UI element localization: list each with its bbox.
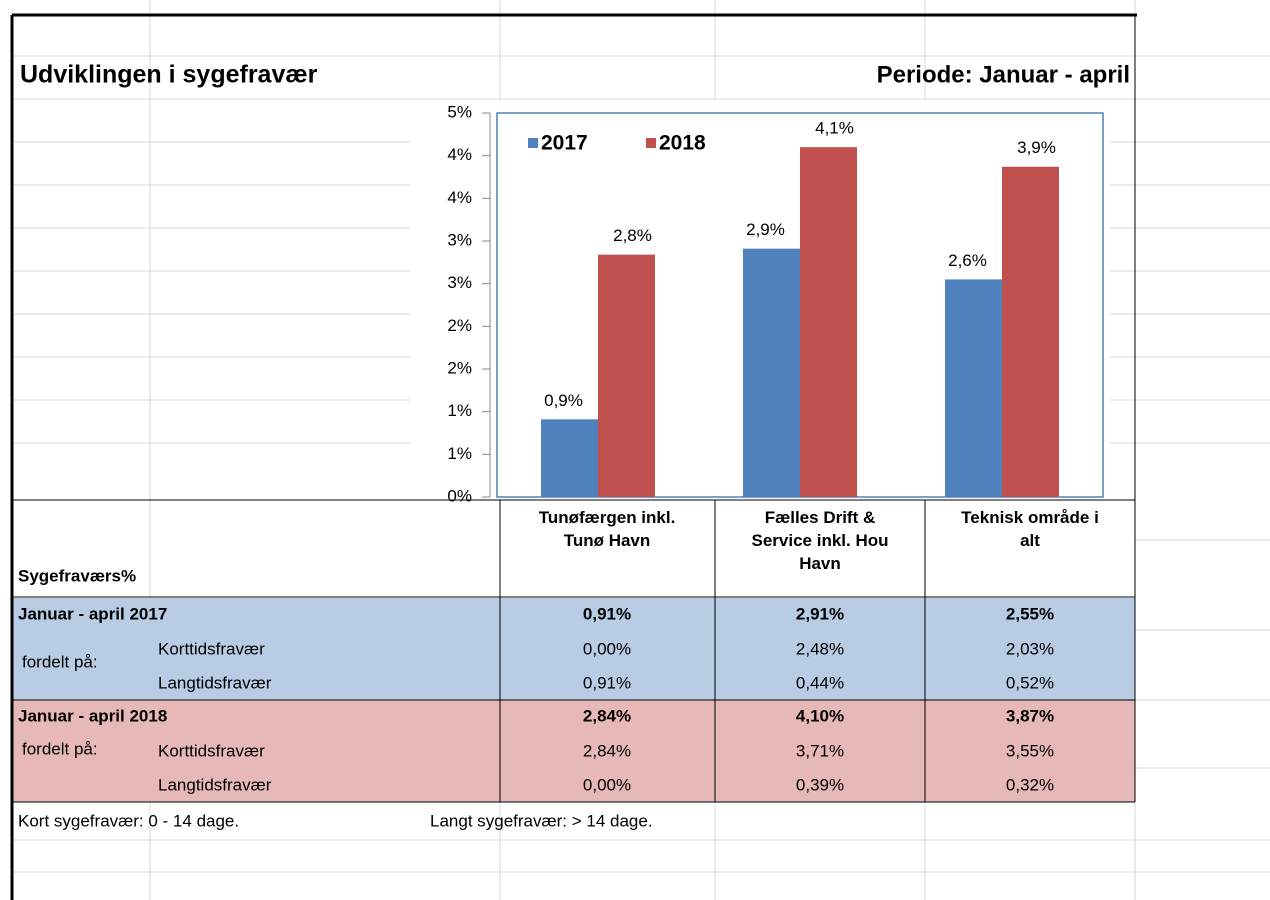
cell-value: 0,52%	[1006, 673, 1054, 692]
cell-value: 0,32%	[1006, 775, 1054, 794]
group-label: Januar - april 2018	[18, 706, 167, 725]
split-label: fordelt på:	[22, 652, 98, 671]
y-tick-label: 1%	[447, 444, 472, 463]
y-tick-label: 4%	[447, 145, 472, 164]
bar	[800, 147, 857, 497]
row-label: Korttidsfravær	[158, 639, 265, 658]
y-tick-label: 1%	[447, 401, 472, 420]
y-tick-label: 3%	[447, 273, 472, 292]
legend-label: 2017	[541, 132, 588, 155]
group-total: 2,84%	[583, 706, 631, 725]
cell-value: 3,71%	[796, 741, 844, 760]
cell-value: 3,55%	[1006, 741, 1054, 760]
cell-value: 0,44%	[796, 673, 844, 692]
group-total: 0,91%	[583, 604, 631, 623]
data-label: 4,1%	[815, 119, 854, 138]
legend-swatch	[528, 138, 538, 148]
column-header: Teknisk område i alt	[961, 508, 1099, 550]
cell-value: 0,00%	[583, 775, 631, 794]
legend-swatch	[646, 138, 656, 148]
legend-label: 2018	[659, 132, 706, 155]
period: Periode: Januar - april	[877, 61, 1130, 88]
data-label: 3,9%	[1017, 138, 1056, 157]
split-label: fordelt på:	[22, 739, 98, 758]
bar	[541, 419, 598, 497]
table-header-label: Sygefraværs%	[18, 566, 136, 585]
row-label: Langtidsfravær	[158, 775, 272, 794]
cell-value: 0,00%	[583, 639, 631, 658]
footer-note: Kort sygefravær: 0 - 14 dage.	[18, 811, 239, 830]
row-label: Korttidsfravær	[158, 741, 265, 760]
column-header: Tunøfærgen inkl. Tunø Havn	[538, 508, 676, 550]
table-lines	[12, 15, 1136, 803]
bar	[945, 279, 1002, 497]
group-band-0	[12, 598, 1135, 700]
row-label: Langtidsfravær	[158, 673, 272, 692]
cell-value: 2,48%	[796, 639, 844, 658]
group-label: Januar - april 2017	[18, 604, 167, 623]
group-total: 2,91%	[796, 604, 844, 623]
group-total: 4,10%	[796, 706, 844, 725]
bar	[1002, 166, 1059, 497]
y-tick-label: 2%	[447, 316, 472, 335]
y-tick-label: 5%	[447, 102, 472, 121]
footer-note: Langt sygefravær: > 14 dage.	[430, 811, 653, 830]
y-tick-label: 0%	[447, 486, 472, 505]
y-tick-label: 2%	[447, 358, 472, 377]
data-label: 2,6%	[948, 251, 987, 270]
data-label: 0,9%	[544, 391, 583, 410]
group-band-1	[12, 700, 1135, 802]
data-label: 2,8%	[613, 226, 652, 245]
y-tick-label: 4%	[447, 188, 472, 207]
sheet-border	[10, 13, 1137, 900]
column-header: Fælles Drift & Service inkl. Hou Havn	[751, 508, 889, 573]
cell-value: 0,91%	[583, 673, 631, 692]
cell-value: 2,84%	[583, 741, 631, 760]
bar	[598, 254, 655, 497]
y-tick-label: 3%	[447, 230, 472, 249]
cell-value: 0,39%	[796, 775, 844, 794]
group-total: 3,87%	[1006, 706, 1054, 725]
sheet-title: Udviklingen i sygefravær	[20, 61, 318, 89]
data-label: 2,9%	[746, 220, 785, 239]
group-total: 2,55%	[1006, 604, 1054, 623]
cell-value: 2,03%	[1006, 639, 1054, 658]
bar	[743, 248, 800, 497]
